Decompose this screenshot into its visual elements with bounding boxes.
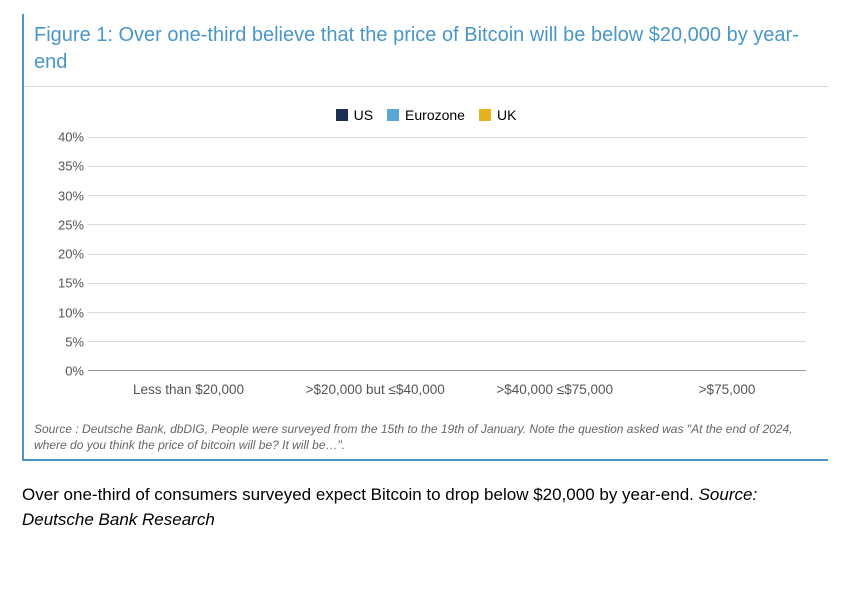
x-axis-label: >$75,000 (619, 370, 835, 397)
gridline (88, 166, 806, 167)
y-axis-tick: 25% (38, 217, 84, 232)
y-axis-tick: 30% (38, 188, 84, 203)
y-axis-tick: 20% (38, 247, 84, 262)
legend-label: UK (497, 107, 516, 123)
legend-swatch (336, 109, 348, 121)
gridline (88, 283, 806, 284)
chart-plot: Less than $20,000>$20,000 but ≤$40,000>$… (88, 137, 806, 371)
legend-item: Eurozone (387, 107, 465, 123)
figure-header: Figure 1: Over one-third believe that th… (24, 14, 828, 87)
legend-item: UK (479, 107, 516, 123)
y-axis-tick: 15% (38, 276, 84, 291)
y-axis-tick: 35% (38, 159, 84, 174)
chart-source-note: Source : Deutsche Bank, dbDIG, People we… (24, 413, 828, 453)
gridline (88, 341, 806, 342)
gridline (88, 254, 806, 255)
y-axis-tick: 5% (38, 334, 84, 349)
gridline (88, 137, 806, 138)
legend-swatch (387, 109, 399, 121)
x-axis-label: Less than $20,000 (81, 370, 297, 397)
legend-item: US (336, 107, 373, 123)
gridline (88, 224, 806, 225)
figure-caption: Over one-third of consumers surveyed exp… (22, 483, 828, 532)
figure-box: Figure 1: Over one-third believe that th… (22, 14, 828, 461)
y-axis-tick: 40% (38, 130, 84, 145)
legend-swatch (479, 109, 491, 121)
figure-title: Figure 1: Over one-third believe that th… (34, 22, 812, 76)
chart-legend: US Eurozone UK (24, 107, 828, 123)
legend-label: Eurozone (405, 107, 465, 123)
y-axis-tick: 0% (38, 364, 84, 379)
y-axis-tick: 10% (38, 305, 84, 320)
gridline (88, 195, 806, 196)
caption-text: Over one-third of consumers surveyed exp… (22, 485, 699, 504)
gridline (88, 312, 806, 313)
chart-area: Less than $20,000>$20,000 but ≤$40,000>$… (38, 133, 814, 413)
legend-label: US (354, 107, 373, 123)
